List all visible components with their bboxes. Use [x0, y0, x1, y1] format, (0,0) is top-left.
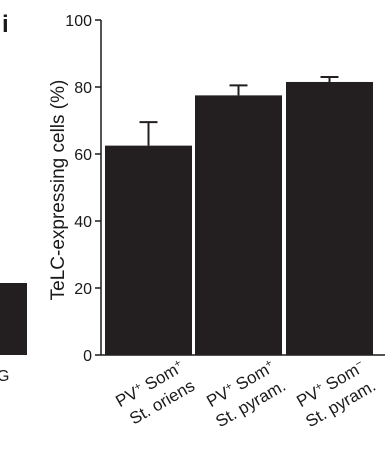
y-axis-title: TeLC-expressing cells (%) — [48, 80, 69, 301]
panel-letter: i — [2, 11, 9, 38]
y-ticks: 0 20 40 60 80 100 — [65, 13, 101, 365]
error-bars — [139, 75, 339, 146]
bar-2 — [195, 95, 282, 355]
bar-3 — [286, 81, 373, 355]
y-tick-label-100: 100 — [65, 13, 92, 30]
y-tick-label-80: 80 — [74, 80, 92, 97]
neighbor-panel-letter: G — [0, 368, 9, 385]
x-tick-label-1: PV+ Som+St. oriens — [112, 357, 198, 428]
bar-1 — [105, 145, 192, 355]
x-tick-label-3: PV+ Som−St. pyram. — [293, 357, 379, 431]
bars — [105, 81, 373, 355]
y-tick-label-40: 40 — [74, 214, 92, 231]
y-tick-label-60: 60 — [74, 147, 92, 164]
x-tick-labels: PV+ Som+St. oriens PV+ Som+St. pyram. PV+ … — [112, 357, 379, 431]
x-tick-label-2: PV+ Som+St. pyram. — [203, 357, 289, 431]
y-tick-label-0: 0 — [83, 348, 92, 365]
y-tick-label-20: 20 — [74, 281, 92, 298]
neighbor-panel-bar — [0, 283, 27, 355]
